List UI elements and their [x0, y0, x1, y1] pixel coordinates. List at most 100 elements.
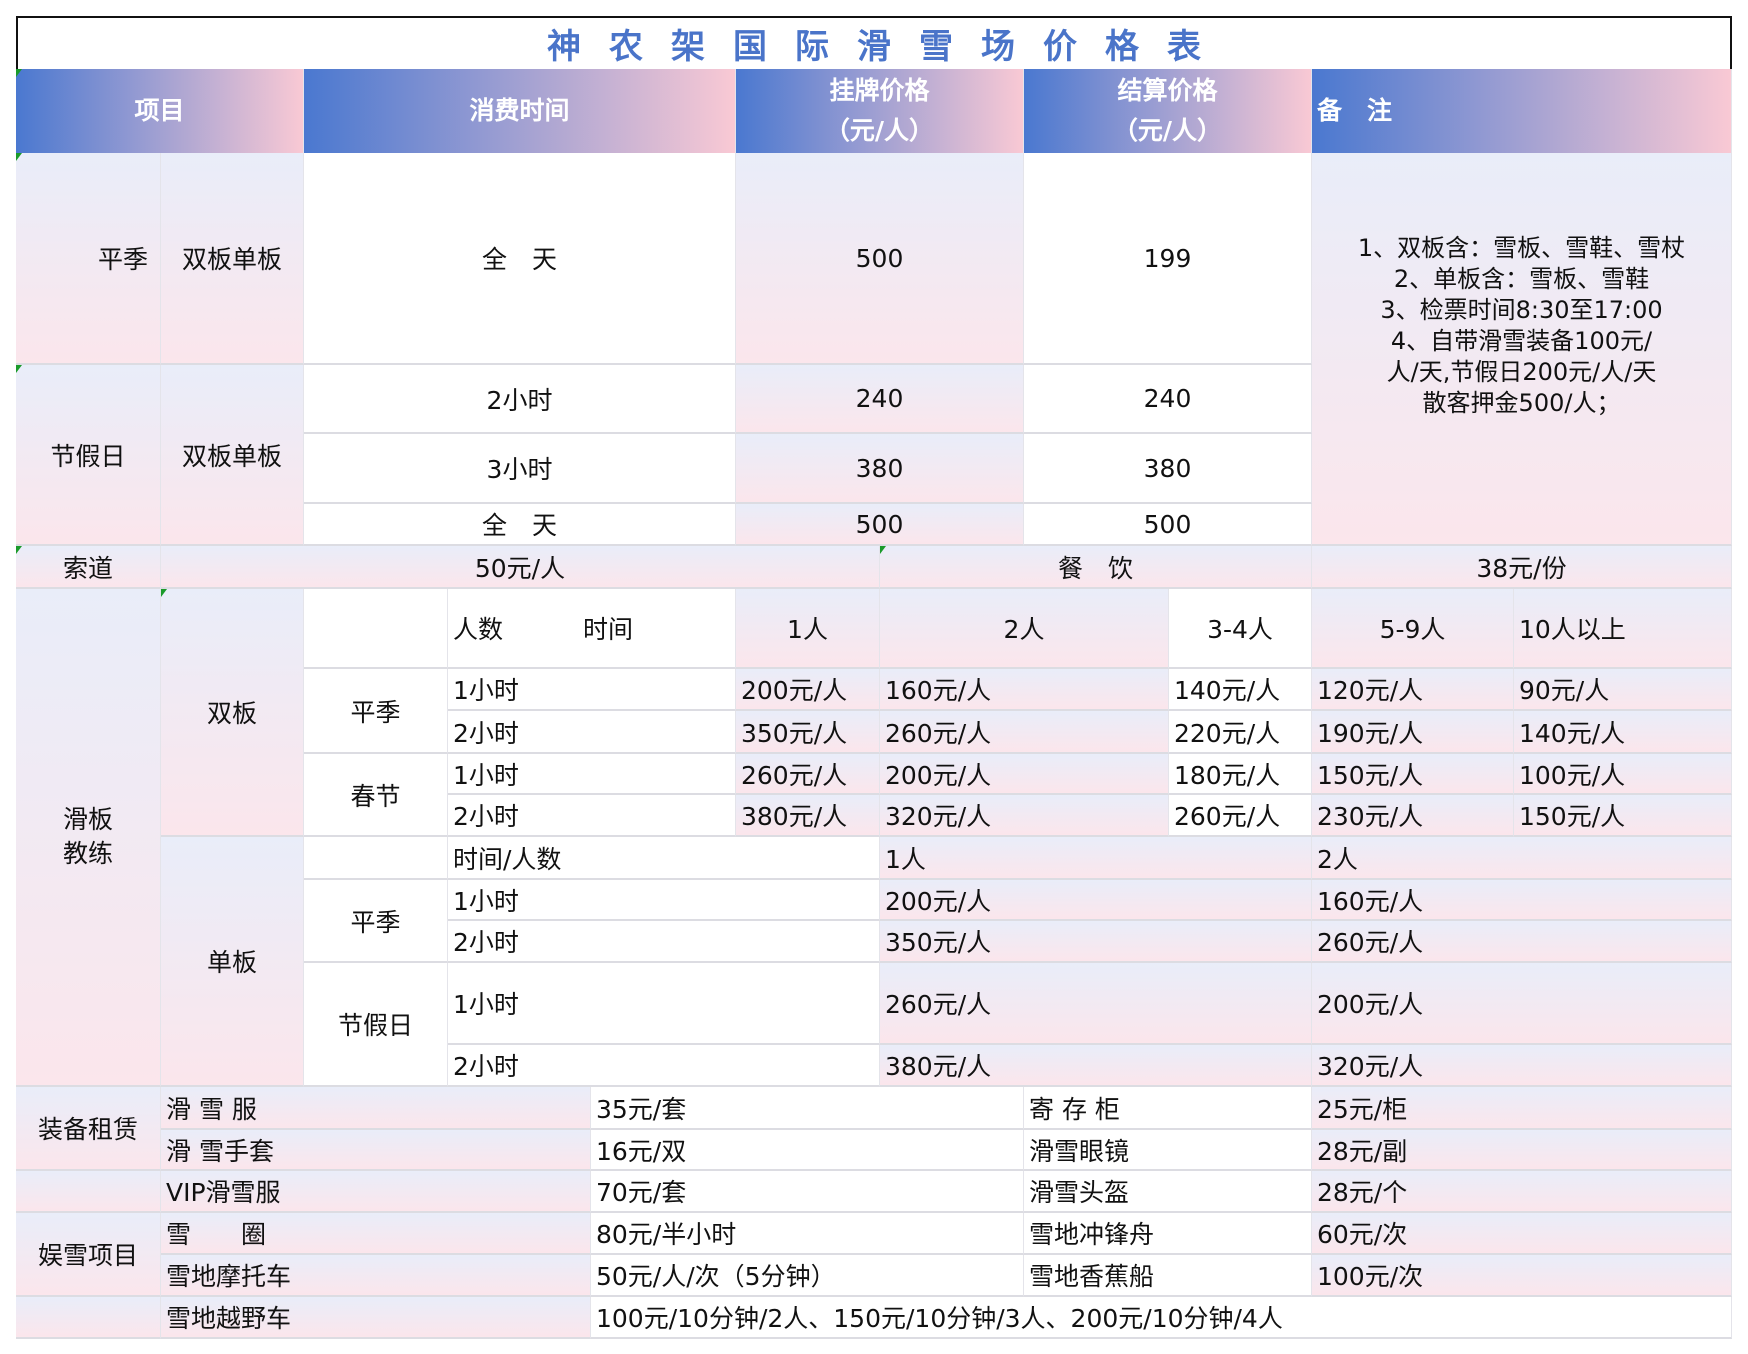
empty-cell: [16, 1171, 161, 1213]
price-cell: 120元/人: [1312, 669, 1514, 711]
price-cell: 90元/人: [1514, 669, 1732, 711]
time-cell: 2小时: [448, 1045, 880, 1087]
people-col-header: 5-9人: [1312, 589, 1514, 669]
time-cell: 1小时: [448, 669, 736, 711]
price-cell: 100元/人: [1514, 754, 1732, 795]
price-cell: 140元/人: [1169, 669, 1312, 711]
note-line: 4、自带滑雪装备100元/: [1390, 327, 1653, 355]
item-price: 16元/双: [591, 1130, 1024, 1171]
header-list-label: 挂牌价格: [829, 76, 930, 105]
note-line: 1、双板含：雪板、雪鞋、雪杖: [1357, 234, 1686, 262]
price-cell: 140元/人: [1514, 711, 1732, 754]
price-cell: 350元/人: [880, 921, 1312, 963]
item-price: 60元/次: [1312, 1213, 1732, 1255]
item-price: 80元/半小时: [591, 1213, 1024, 1255]
price-cell: 150元/人: [1514, 795, 1732, 837]
price-cell: 260元/人: [1169, 795, 1312, 837]
notes: 1、双板含：雪板、雪鞋、雪杖 2、单板含：雪板、雪鞋 3、检票时间8:30至17:0…: [1312, 153, 1732, 546]
price-cell: 200元/人: [880, 880, 1312, 921]
double-board-label: 双板: [161, 589, 304, 837]
time-people-header: 时间/人数: [448, 837, 880, 880]
board-type: 双板单板: [161, 365, 304, 546]
list-price: 380: [736, 434, 1024, 504]
item-price: 50元/人/次（5分钟）: [591, 1255, 1024, 1297]
season-label: 平季: [304, 669, 448, 754]
item-name: 雪地冲锋舟: [1024, 1213, 1312, 1255]
price-cell: 220元/人: [1169, 711, 1312, 754]
price-cell: 260元/人: [880, 963, 1312, 1045]
item-price: 28元/副: [1312, 1130, 1732, 1171]
item-name: 寄 存 柜: [1024, 1087, 1312, 1130]
price-cell: 260元/人: [1312, 921, 1732, 963]
empty-cell: [16, 1297, 161, 1339]
item-name: 雪地香蕉船: [1024, 1255, 1312, 1297]
people-col-header: 2人: [1312, 837, 1732, 880]
people-col-header: 10人以上: [1514, 589, 1732, 669]
time-cell: 全 天: [304, 153, 736, 365]
header-settle-price: 结算价格 （元/人）: [1024, 69, 1312, 153]
item-name: 滑雪头盔: [1024, 1171, 1312, 1213]
header-settle-unit: （元/人）: [1112, 116, 1223, 145]
note-line: 3、检票时间8:30至17:00: [1380, 296, 1663, 324]
header-remark: 备 注: [1312, 69, 1732, 153]
coach-label: 滑板 教练: [16, 589, 161, 1087]
item-price: 70元/套: [591, 1171, 1024, 1213]
price-cell: 190元/人: [1312, 711, 1514, 754]
item-price: 25元/柜: [1312, 1087, 1732, 1130]
board-type: 双板单板: [161, 153, 304, 365]
item-price: 28元/个: [1312, 1171, 1732, 1213]
item-name: 滑 雪手套: [161, 1130, 591, 1171]
price-cell: 380元/人: [736, 795, 880, 837]
ropeway-price: 50元/人: [161, 546, 880, 589]
header-settle-label: 结算价格: [1117, 76, 1218, 105]
item-name: VIP滑雪服: [161, 1171, 591, 1213]
fun-label: 娱雪项目: [16, 1213, 161, 1297]
settle-price: 380: [1024, 434, 1312, 504]
price-cell: 320元/人: [880, 795, 1169, 837]
header-list-price: 挂牌价格 （元/人）: [736, 69, 1024, 153]
rental-label: 装备租赁: [16, 1087, 161, 1171]
empty-cell: [304, 837, 448, 880]
coach-label-line: 滑板: [62, 805, 113, 834]
people-col-header: 1人: [736, 589, 880, 669]
item-price: 100元/次: [1312, 1255, 1732, 1297]
list-price: 500: [736, 153, 1024, 365]
header-list-unit: （元/人）: [824, 116, 935, 145]
people-time-header: 人数 时间: [448, 589, 736, 669]
head-time: 时间: [583, 615, 634, 644]
header-time: 消费时间: [304, 69, 736, 153]
item-name: 滑 雪 服: [161, 1087, 591, 1130]
people-col-header: 3-4人: [1169, 589, 1312, 669]
item-price: 100元/10分钟/2人、150元/10分钟/3人、200元/10分钟/4人: [591, 1297, 1732, 1339]
price-cell: 380元/人: [880, 1045, 1312, 1087]
settle-price: 199: [1024, 153, 1312, 365]
time-cell: 1小时: [448, 880, 880, 921]
item-price: 35元/套: [591, 1087, 1024, 1130]
coach-label-line: 教练: [62, 839, 113, 868]
time-cell: 3小时: [304, 434, 736, 504]
price-cell: 260元/人: [880, 711, 1169, 754]
time-cell: 2小时: [448, 795, 736, 837]
dining-price: 38元/份: [1312, 546, 1732, 589]
price-table: 神农架国际滑雪场价格表 项目 消费时间 挂牌价格 （元/人） 结算价格 （元/人） 备 注平季…: [16, 16, 1732, 1339]
note-line: 散客押金500/人；: [1422, 389, 1621, 417]
item-name: 雪地摩托车: [161, 1255, 591, 1297]
season-label: 平季: [304, 880, 448, 963]
price-cell: 320元/人: [1312, 1045, 1732, 1087]
note-line: 2、单板含：雪板、雪鞋: [1393, 265, 1650, 293]
item-name: 雪 圈: [161, 1213, 591, 1255]
list-price: 500: [736, 504, 1024, 546]
price-cell: 350元/人: [736, 711, 880, 754]
item-name: 雪地越野车: [161, 1297, 591, 1339]
time-cell: 1小时: [448, 754, 736, 795]
item-name: 滑雪眼镜: [1024, 1130, 1312, 1171]
price-cell: 150元/人: [1312, 754, 1514, 795]
price-cell: 230元/人: [1312, 795, 1514, 837]
time-cell: 2小时: [448, 921, 880, 963]
settle-price: 240: [1024, 365, 1312, 434]
price-cell: 160元/人: [1312, 880, 1732, 921]
season-label: 节假日: [304, 963, 448, 1087]
season-label: 平季: [16, 153, 161, 365]
note-line: 人/天,节假日200元/人/天: [1386, 358, 1657, 386]
empty-cell: [304, 589, 448, 669]
